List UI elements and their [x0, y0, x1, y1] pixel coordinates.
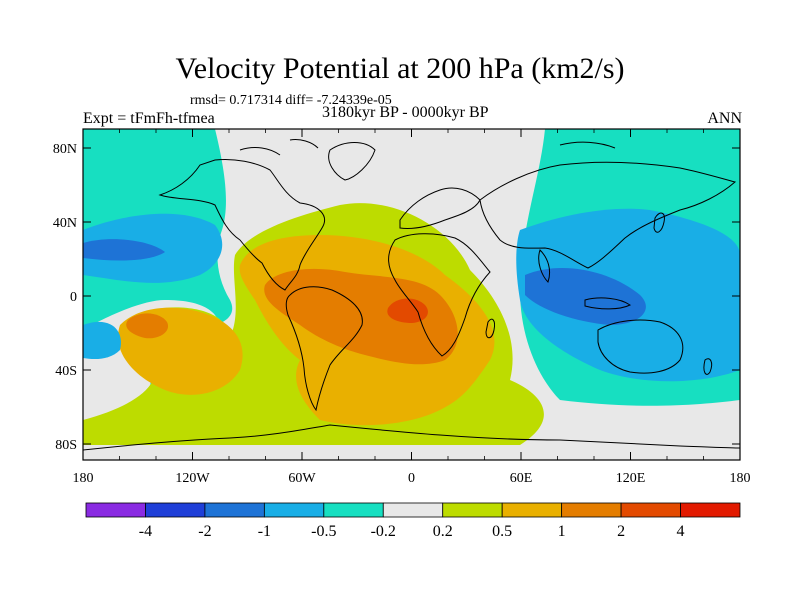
colorbar-swatch	[620, 502, 681, 518]
max-positive-region	[387, 298, 428, 323]
colorbar-swatch	[323, 502, 384, 518]
negative-southeast-pacific	[83, 321, 121, 360]
colorbar-label: -4	[139, 523, 152, 540]
lon-tick-label: 60E	[510, 471, 533, 486]
colorbar-label: 1	[558, 523, 566, 540]
lon-tick-label: 120E	[616, 471, 646, 486]
colorbar-label: 0.5	[492, 523, 512, 540]
strong-positive-region	[264, 268, 458, 365]
colorbar-swatch	[501, 502, 563, 518]
coast-north-america	[158, 159, 325, 291]
lon-tick-label: 180	[730, 471, 751, 486]
contour-field	[83, 129, 740, 460]
colorbar-label: -2	[198, 523, 211, 540]
lon-tick-label: 0	[408, 471, 415, 486]
colorbar-label: 4	[677, 523, 685, 540]
coast-africa	[388, 233, 491, 357]
season-label: ANN	[707, 110, 742, 127]
lat-tick-label: 80N	[53, 142, 77, 157]
lat-tick-label: 40N	[53, 216, 77, 231]
latitude-axis: 80N 40N 0 40S 80S	[53, 142, 740, 453]
lon-tick-label: 180	[73, 471, 94, 486]
plot-title: Velocity Potential at 200 hPa (km2/s)	[175, 52, 625, 85]
period-label: 3180kyr BP - 0000kyr BP	[322, 104, 489, 121]
coast-asia	[479, 161, 737, 269]
coast-japan	[653, 212, 665, 233]
coast-indonesia	[584, 297, 631, 310]
lat-tick-label: 0	[70, 290, 77, 305]
coast-arctic-islands	[239, 139, 616, 156]
stats-label: rmsd= 0.717314 diff= -7.24339e-05	[190, 93, 392, 108]
colorbar-swatch	[204, 502, 265, 518]
experiment-label: Expt = tFmFh-tfmea	[83, 110, 215, 127]
colorbar-swatch	[382, 502, 444, 518]
colorbar: -4 -2 -1 -0.5 -0.2 0.2 0.5 1 2 4	[85, 502, 741, 540]
colorbar-swatch	[145, 502, 206, 518]
lat-tick-label: 40S	[55, 364, 77, 379]
colorbar-label: 2	[617, 523, 625, 540]
lon-tick-label: 60W	[288, 471, 316, 486]
strong-positive-south-pacific	[126, 313, 169, 339]
coast-india	[538, 249, 551, 283]
colorbar-swatch	[263, 502, 325, 518]
colorbar-label: 0.2	[433, 523, 453, 540]
lon-tick-label: 120W	[175, 471, 210, 486]
coast-australia	[597, 319, 684, 374]
coast-madagascar	[485, 318, 495, 339]
colorbar-swatch	[442, 502, 503, 518]
strong-negative-maritime-continent	[525, 267, 646, 325]
colorbar-swatch	[85, 502, 146, 518]
colorbar-swatch	[680, 502, 741, 518]
lat-tick-label: 80S	[55, 438, 77, 453]
strong-negative-central-pacific	[83, 239, 165, 261]
coast-antarctica	[83, 424, 740, 451]
coastlines	[83, 139, 740, 451]
colorbar-label: -1	[258, 523, 271, 540]
colorbar-label: -0.2	[371, 523, 396, 540]
coast-new-zealand	[703, 358, 713, 375]
coast-greenland	[328, 142, 376, 181]
colorbar-label: -0.5	[311, 523, 336, 540]
coast-south-america	[285, 286, 363, 412]
longitude-axis: 180 120W 60W 0 60E 120E 180	[73, 129, 751, 486]
colorbar-swatch	[561, 502, 622, 518]
